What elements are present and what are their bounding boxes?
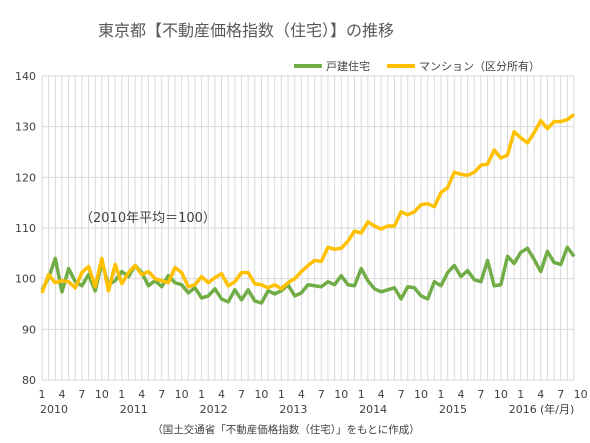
x-tick-label: 10 <box>334 388 348 401</box>
x-tick-label: 4 <box>138 388 145 401</box>
source-note: （国土交通省「不動産価格指数（住宅）」をもとに作成） <box>152 423 420 436</box>
x-tick-label: 10 <box>574 388 588 401</box>
x-year-label: 2013 <box>279 403 307 416</box>
x-tick-label: 7 <box>238 388 245 401</box>
series-lines <box>40 113 576 305</box>
series-line-condominium <box>40 113 576 294</box>
x-year-label: 2016 <box>509 403 537 416</box>
x-tick-label: 4 <box>378 388 385 401</box>
grid <box>41 75 575 381</box>
y-tick-label: 120 <box>15 171 36 184</box>
x-tick-label: 4 <box>457 388 464 401</box>
x-tick-label: 1 <box>198 388 205 401</box>
x-tick-label: 10 <box>175 388 189 401</box>
x-tick-label: 4 <box>218 388 225 401</box>
x-tick-label: 1 <box>438 388 445 401</box>
base-year-annotation: （2010年平均＝100） <box>80 211 216 226</box>
x-tick-label: 7 <box>477 388 484 401</box>
x-tick-label: 7 <box>158 388 165 401</box>
x-tick-label: 1 <box>517 388 524 401</box>
x-tick-label: 1 <box>39 388 46 401</box>
y-tick-label: 130 <box>15 121 36 134</box>
x-year-label: 2012 <box>200 403 228 416</box>
x-tick-label: 7 <box>398 388 405 401</box>
y-tick-label: 80 <box>22 374 36 387</box>
legend-label-condominium: マンション（区分所有） <box>419 59 540 73</box>
x-axis-unit-label: (年/月) <box>540 402 574 416</box>
legend-label-detached-house: 戸建住宅 <box>326 59 370 73</box>
y-tick-label: 110 <box>15 222 36 235</box>
x-tick-label: 7 <box>557 388 564 401</box>
x-tick-label: 4 <box>537 388 544 401</box>
y-tick-label: 140 <box>15 70 36 83</box>
x-tick-label: 10 <box>414 388 428 401</box>
y-axis: 80 90 100 110 120 130 140 <box>15 70 36 387</box>
y-tick-label: 90 <box>22 323 36 336</box>
x-tick-label: 1 <box>278 388 285 401</box>
x-tick-label: 10 <box>254 388 268 401</box>
x-tick-label: 4 <box>58 388 65 401</box>
x-year-label: 2011 <box>120 403 148 416</box>
x-year-label: 2014 <box>359 403 387 416</box>
x-tick-label: 7 <box>78 388 85 401</box>
x-tick-label: 1 <box>358 388 365 401</box>
chart-title: 東京都【不動産価格指数（住宅）】の推移 <box>98 21 394 40</box>
x-tick-label: 10 <box>494 388 508 401</box>
series-line-detached-house <box>40 245 576 305</box>
legend: 戸建住宅 マンション（区分所有） <box>294 59 540 73</box>
y-tick-label: 100 <box>15 273 36 286</box>
x-tick-label: 7 <box>318 388 325 401</box>
x-year-label: 2015 <box>439 403 467 416</box>
x-tick-label: 10 <box>95 388 109 401</box>
x-year-label: 2010 <box>40 403 68 416</box>
x-tick-label: 4 <box>298 388 305 401</box>
x-tick-label: 1 <box>118 388 125 401</box>
